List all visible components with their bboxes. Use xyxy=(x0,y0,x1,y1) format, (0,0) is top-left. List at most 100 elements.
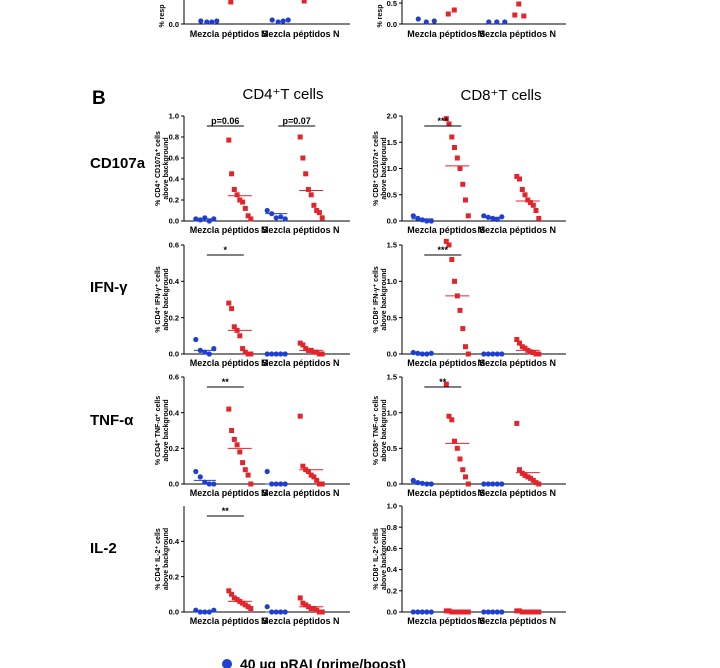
y-axis-label: above background xyxy=(381,137,388,199)
data-point-red xyxy=(240,199,246,205)
data-point-red xyxy=(297,413,303,419)
data-point xyxy=(516,1,522,7)
data-point-red xyxy=(245,604,251,610)
data-point-red xyxy=(528,349,533,355)
data-point-red xyxy=(248,351,254,357)
data-point-red xyxy=(525,474,531,480)
data-point-red xyxy=(316,351,322,357)
data-point-red xyxy=(522,345,528,351)
y-tick-label: 2.0 xyxy=(387,112,397,121)
data-point-red xyxy=(245,213,251,219)
data-point-red xyxy=(465,481,471,487)
y-axis-label: % CD4⁺ CD107a⁺ cells xyxy=(155,131,162,206)
data-point-red xyxy=(311,606,317,611)
data-point-red xyxy=(300,342,306,348)
data-point-red xyxy=(536,215,542,221)
row-label-2: TNF-α xyxy=(90,412,134,429)
data-point-red xyxy=(517,340,522,346)
data-point-red xyxy=(314,208,320,213)
legend-label: 40 µg pRAI (prime/boost) xyxy=(240,656,406,668)
data-point xyxy=(269,17,275,23)
y-tick-label: 0.8 xyxy=(387,523,397,532)
data-point-blue xyxy=(419,217,425,223)
category-label: Mezcla péptidos S xyxy=(407,225,485,235)
y-axis-label: % CD8⁺ IL-2⁺ cells xyxy=(373,528,380,590)
y-axis-label: above background xyxy=(163,137,170,199)
data-point-red xyxy=(454,155,460,161)
y-tick-label: 0.0 xyxy=(169,480,179,489)
data-point-red xyxy=(234,597,240,603)
data-point-red xyxy=(234,442,240,448)
data-point-red xyxy=(457,166,463,171)
data-point-red xyxy=(514,608,520,614)
y-axis-label: % CD8⁺ TNF-α⁺ cells xyxy=(373,396,380,465)
data-point-blue xyxy=(197,217,203,223)
data-point-red xyxy=(517,467,522,473)
data-point-blue xyxy=(494,216,500,222)
data-point xyxy=(204,19,210,25)
data-point-red xyxy=(530,202,536,208)
data-point-red xyxy=(248,481,254,487)
category-label: Mezcla péptidos N xyxy=(478,29,557,39)
data-point-red xyxy=(300,463,306,469)
y-tick-label: 0.6 xyxy=(387,544,397,553)
y-tick-label: 0.2 xyxy=(169,313,179,322)
significance-label: * xyxy=(224,245,228,255)
y-tick-label: 0.4 xyxy=(169,175,180,184)
data-point-red xyxy=(226,300,232,306)
row-label-1: IFN-γ xyxy=(90,279,128,296)
y-tick-label: 0.0 xyxy=(169,217,179,226)
data-point-red xyxy=(319,481,325,487)
data-point-red xyxy=(533,351,539,357)
category-label: Mezcla péptidos S xyxy=(407,488,485,498)
y-tick-label: 0.8 xyxy=(169,133,179,142)
category-label: Mezcla péptidos N xyxy=(261,225,340,235)
y-axis-label: % CD4⁺ IL-2⁺ cells xyxy=(155,528,162,590)
data-point-red xyxy=(242,467,248,473)
y-tick-label: 0.6 xyxy=(169,154,179,163)
y-axis-label: above background xyxy=(381,268,388,330)
data-point-red xyxy=(519,344,525,350)
legend-marker xyxy=(222,659,232,668)
y-tick-label: 0.6 xyxy=(169,373,179,382)
category-label: Mezcla péptidos S xyxy=(407,358,485,368)
data-point-red xyxy=(316,210,322,216)
data-point-blue xyxy=(424,218,430,224)
significance-label: *** xyxy=(438,245,449,255)
data-point-blue xyxy=(410,349,416,356)
data-point-red xyxy=(452,278,457,284)
category-label: Mezcla péptidos N xyxy=(478,358,557,368)
category-label: Mezcla péptidos S xyxy=(407,29,485,39)
category-label: Mezcla péptidos S xyxy=(190,358,268,368)
data-point-blue xyxy=(264,468,270,475)
y-tick-label: 0.4 xyxy=(169,537,180,546)
data-point-blue xyxy=(197,474,203,480)
category-label: Mezcla péptidos S xyxy=(407,616,485,626)
y-tick-label: 1.5 xyxy=(387,373,397,382)
data-point-red xyxy=(528,475,533,481)
chart-panel-cd8-2: 0.0 0.5 1.0 1.5 % CD8⁺ TNF-α⁺ cells above bac… xyxy=(373,373,566,498)
panel-letter: B xyxy=(92,88,106,109)
category-label: Mezcla péptidos N xyxy=(261,488,340,498)
data-point-red xyxy=(517,608,522,614)
data-point-blue xyxy=(490,215,496,221)
chart-panel-cd8-1: 0.0 0.5 1.0 1.5 % CD8⁺ IFN-γ⁺ cells above bac… xyxy=(373,238,566,368)
y-axis-label: above background xyxy=(381,399,388,461)
category-label: Mezcla péptidos N xyxy=(261,616,340,626)
data-point-red xyxy=(316,609,322,615)
data-point-red xyxy=(226,406,232,412)
data-point-red xyxy=(305,187,311,192)
data-point-red xyxy=(231,324,237,330)
y-tick-label: 0.0 xyxy=(387,20,397,29)
data-point-red xyxy=(446,121,452,127)
data-point xyxy=(301,0,307,4)
data-point-red xyxy=(305,469,311,474)
y-tick-label: 1.5 xyxy=(387,241,397,250)
data-point-red xyxy=(525,197,531,203)
data-point-red xyxy=(514,337,520,342)
chart-panel-cd4-0: 0.0 0.2 0.4 0.6 0.8 1.0 % CD4⁺ CD107a⁺ cells ab… xyxy=(155,112,350,235)
data-point xyxy=(275,19,281,25)
data-point-red xyxy=(460,181,466,187)
data-point-red xyxy=(319,609,325,615)
